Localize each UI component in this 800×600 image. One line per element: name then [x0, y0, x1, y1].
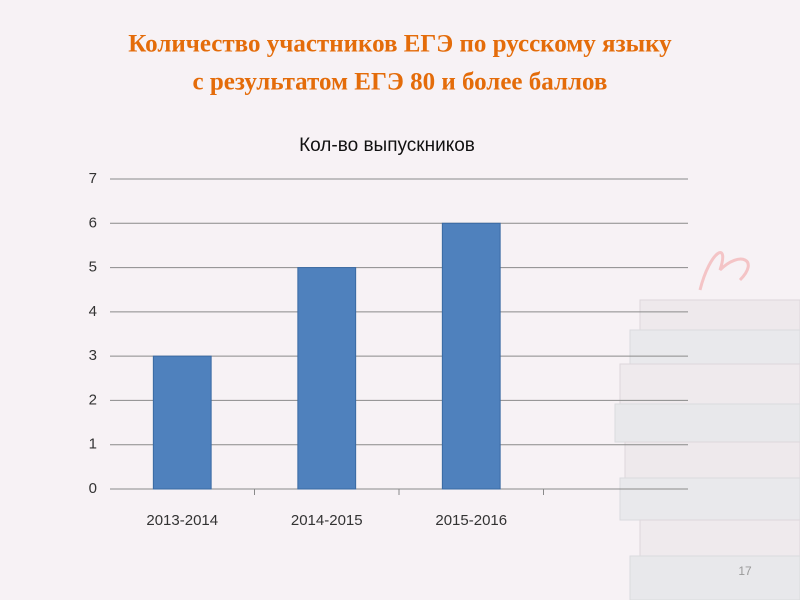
x-tick-label: 2013-2014: [146, 512, 218, 529]
y-tick-label: 4: [89, 303, 97, 320]
y-tick-label: 5: [89, 259, 97, 276]
y-tick-label: 3: [89, 347, 97, 364]
y-tick-label: 6: [89, 214, 97, 231]
slide-title: Количество участников ЕГЭ по русскому яз…: [128, 31, 672, 58]
bar: [152, 355, 212, 490]
x-tick-label: 2015-2016: [435, 512, 507, 529]
page-number: 17: [738, 564, 752, 578]
bar: [297, 267, 357, 490]
bar: [441, 222, 501, 490]
y-tick-label: 2: [89, 391, 97, 408]
y-tick-label: 7: [89, 170, 97, 187]
y-tick-label: 1: [89, 436, 97, 453]
x-tick-label: 2014-2015: [291, 512, 363, 529]
slide-title: с результатом ЕГЭ 80 и более баллов: [193, 69, 608, 96]
books-decoration: [614, 251, 800, 600]
chart-title: Кол-во выпускников: [299, 135, 475, 156]
y-tick-label: 0: [89, 480, 97, 497]
